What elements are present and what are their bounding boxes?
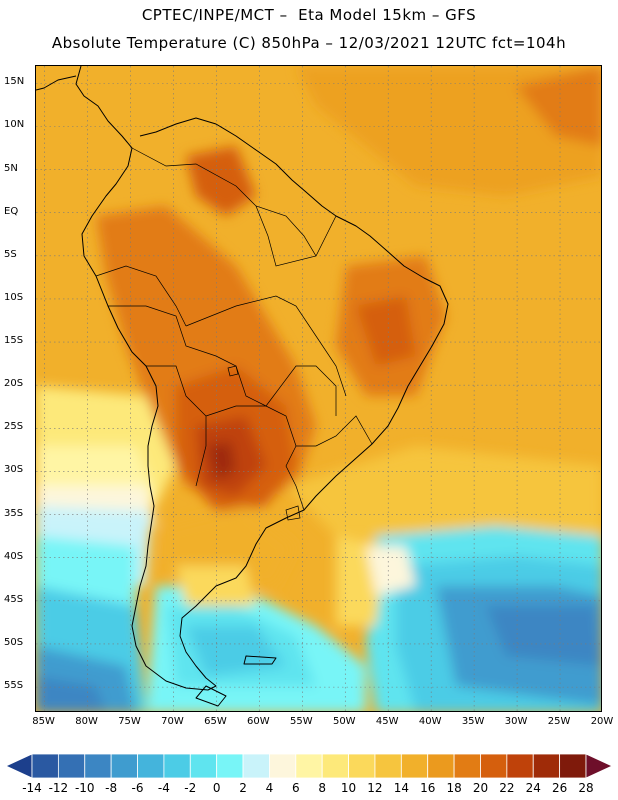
colorbar-label: 22	[499, 781, 515, 795]
colorbar-swatch	[163, 753, 191, 779]
colorbar-label: 6	[291, 781, 300, 795]
colorbar-swatch	[532, 753, 561, 779]
colorbar-swatch	[559, 753, 587, 779]
latitude-label: 5N	[4, 162, 18, 174]
latitude-label: EQ	[4, 205, 19, 217]
longitude-label: 30W	[504, 716, 528, 727]
longitude-label: 50W	[332, 716, 356, 727]
colorbar-label: 2	[239, 781, 247, 795]
colorbar-label: 26	[551, 781, 568, 795]
colorbar-swatch	[189, 753, 218, 779]
colorbar-swatch	[480, 753, 508, 779]
colorbar-label: 4	[265, 781, 274, 795]
latitude-label: 50S	[4, 636, 24, 648]
colorbar-swatch	[348, 753, 376, 779]
colorbar-label: 12	[367, 781, 383, 795]
longitude-label: 80W	[75, 716, 98, 727]
colorbar-max-arrow	[585, 753, 612, 779]
colorbar-swatch	[506, 753, 534, 779]
colorbar-label: -6	[131, 781, 144, 795]
latitude-label: 20S	[4, 378, 24, 390]
colorbar-label: 16	[420, 781, 436, 795]
colorbar-swatch	[295, 753, 323, 779]
colorbar-label: -2	[184, 781, 197, 795]
colorbar-swatch	[137, 753, 165, 779]
latitude-label: 25S	[4, 421, 24, 433]
latitude-label: 45S	[4, 593, 24, 605]
longitude-label: 70W	[161, 716, 184, 727]
graticule	[36, 66, 601, 711]
colorbar-swatch	[269, 753, 297, 779]
colorbar-label: 20	[472, 781, 489, 795]
longitude-label: 85W	[32, 716, 55, 727]
latitude-label: 10S	[4, 291, 24, 303]
longitude-label: 45W	[375, 716, 399, 727]
colorbar-label: 14	[393, 781, 409, 795]
colorbar-label: 8	[318, 781, 326, 795]
colorbar-swatch	[321, 753, 349, 779]
colorbar-label: 0	[212, 781, 221, 795]
title-field: Absolute Temperature (C) 850hPa – 12/03/…	[51, 34, 567, 52]
temperature-shading	[36, 66, 601, 711]
political-borders	[95, 147, 373, 511]
colorbar-swatch	[31, 753, 59, 779]
latitude-label: 40S	[4, 550, 24, 562]
colorbar-label: -14	[22, 781, 42, 795]
latitude-label: 55S	[4, 680, 24, 692]
latitude-label: 30S	[4, 464, 24, 476]
title-model: CPTEC/INPE/MCT – Eta Model 15km – GFS	[141, 6, 477, 24]
longitude-label: 55W	[290, 716, 313, 727]
colorbar-label: -12	[48, 781, 69, 795]
longitude-label: 65W	[204, 716, 227, 727]
latitude-label: 10N	[4, 119, 25, 131]
longitude-label: 40W	[418, 716, 442, 727]
colorbar	[6, 753, 612, 779]
temperature-field	[36, 66, 601, 711]
colorbar-swatch	[84, 753, 112, 779]
colorbar-swatch	[453, 753, 481, 779]
latitude-label: 5S	[4, 248, 17, 260]
colorbar-label: -10	[74, 781, 95, 795]
colorbar-label: -4	[157, 781, 170, 795]
colorbar-swatch	[427, 753, 455, 779]
colorbar-swatch	[400, 753, 429, 779]
latitude-label: 35S	[4, 507, 24, 519]
longitude-label: 25W	[547, 716, 571, 727]
longitude-label: 35W	[461, 716, 485, 727]
lakes	[227, 365, 301, 521]
colorbar-min-arrow	[6, 753, 33, 779]
colorbar-swatch	[57, 753, 86, 779]
latitude-label: 15S	[4, 335, 24, 347]
colorbar-label: 10	[340, 781, 357, 795]
colorbar-label: 18	[446, 781, 462, 795]
latitude-label: 15N	[4, 76, 25, 88]
colorbar-swatch	[374, 753, 402, 779]
colorbar-swatch	[216, 753, 244, 779]
longitude-label: 60W	[247, 716, 270, 727]
colorbar-label: 28	[578, 781, 594, 795]
colorbar-label: 24	[525, 781, 541, 795]
colorbar-swatch	[110, 753, 138, 779]
colorbar-label: -8	[105, 781, 118, 795]
temperature-map	[35, 65, 602, 712]
longitude-label: 20W	[590, 716, 614, 727]
colorbar-swatch	[242, 753, 270, 779]
longitude-label: 75W	[118, 716, 141, 727]
